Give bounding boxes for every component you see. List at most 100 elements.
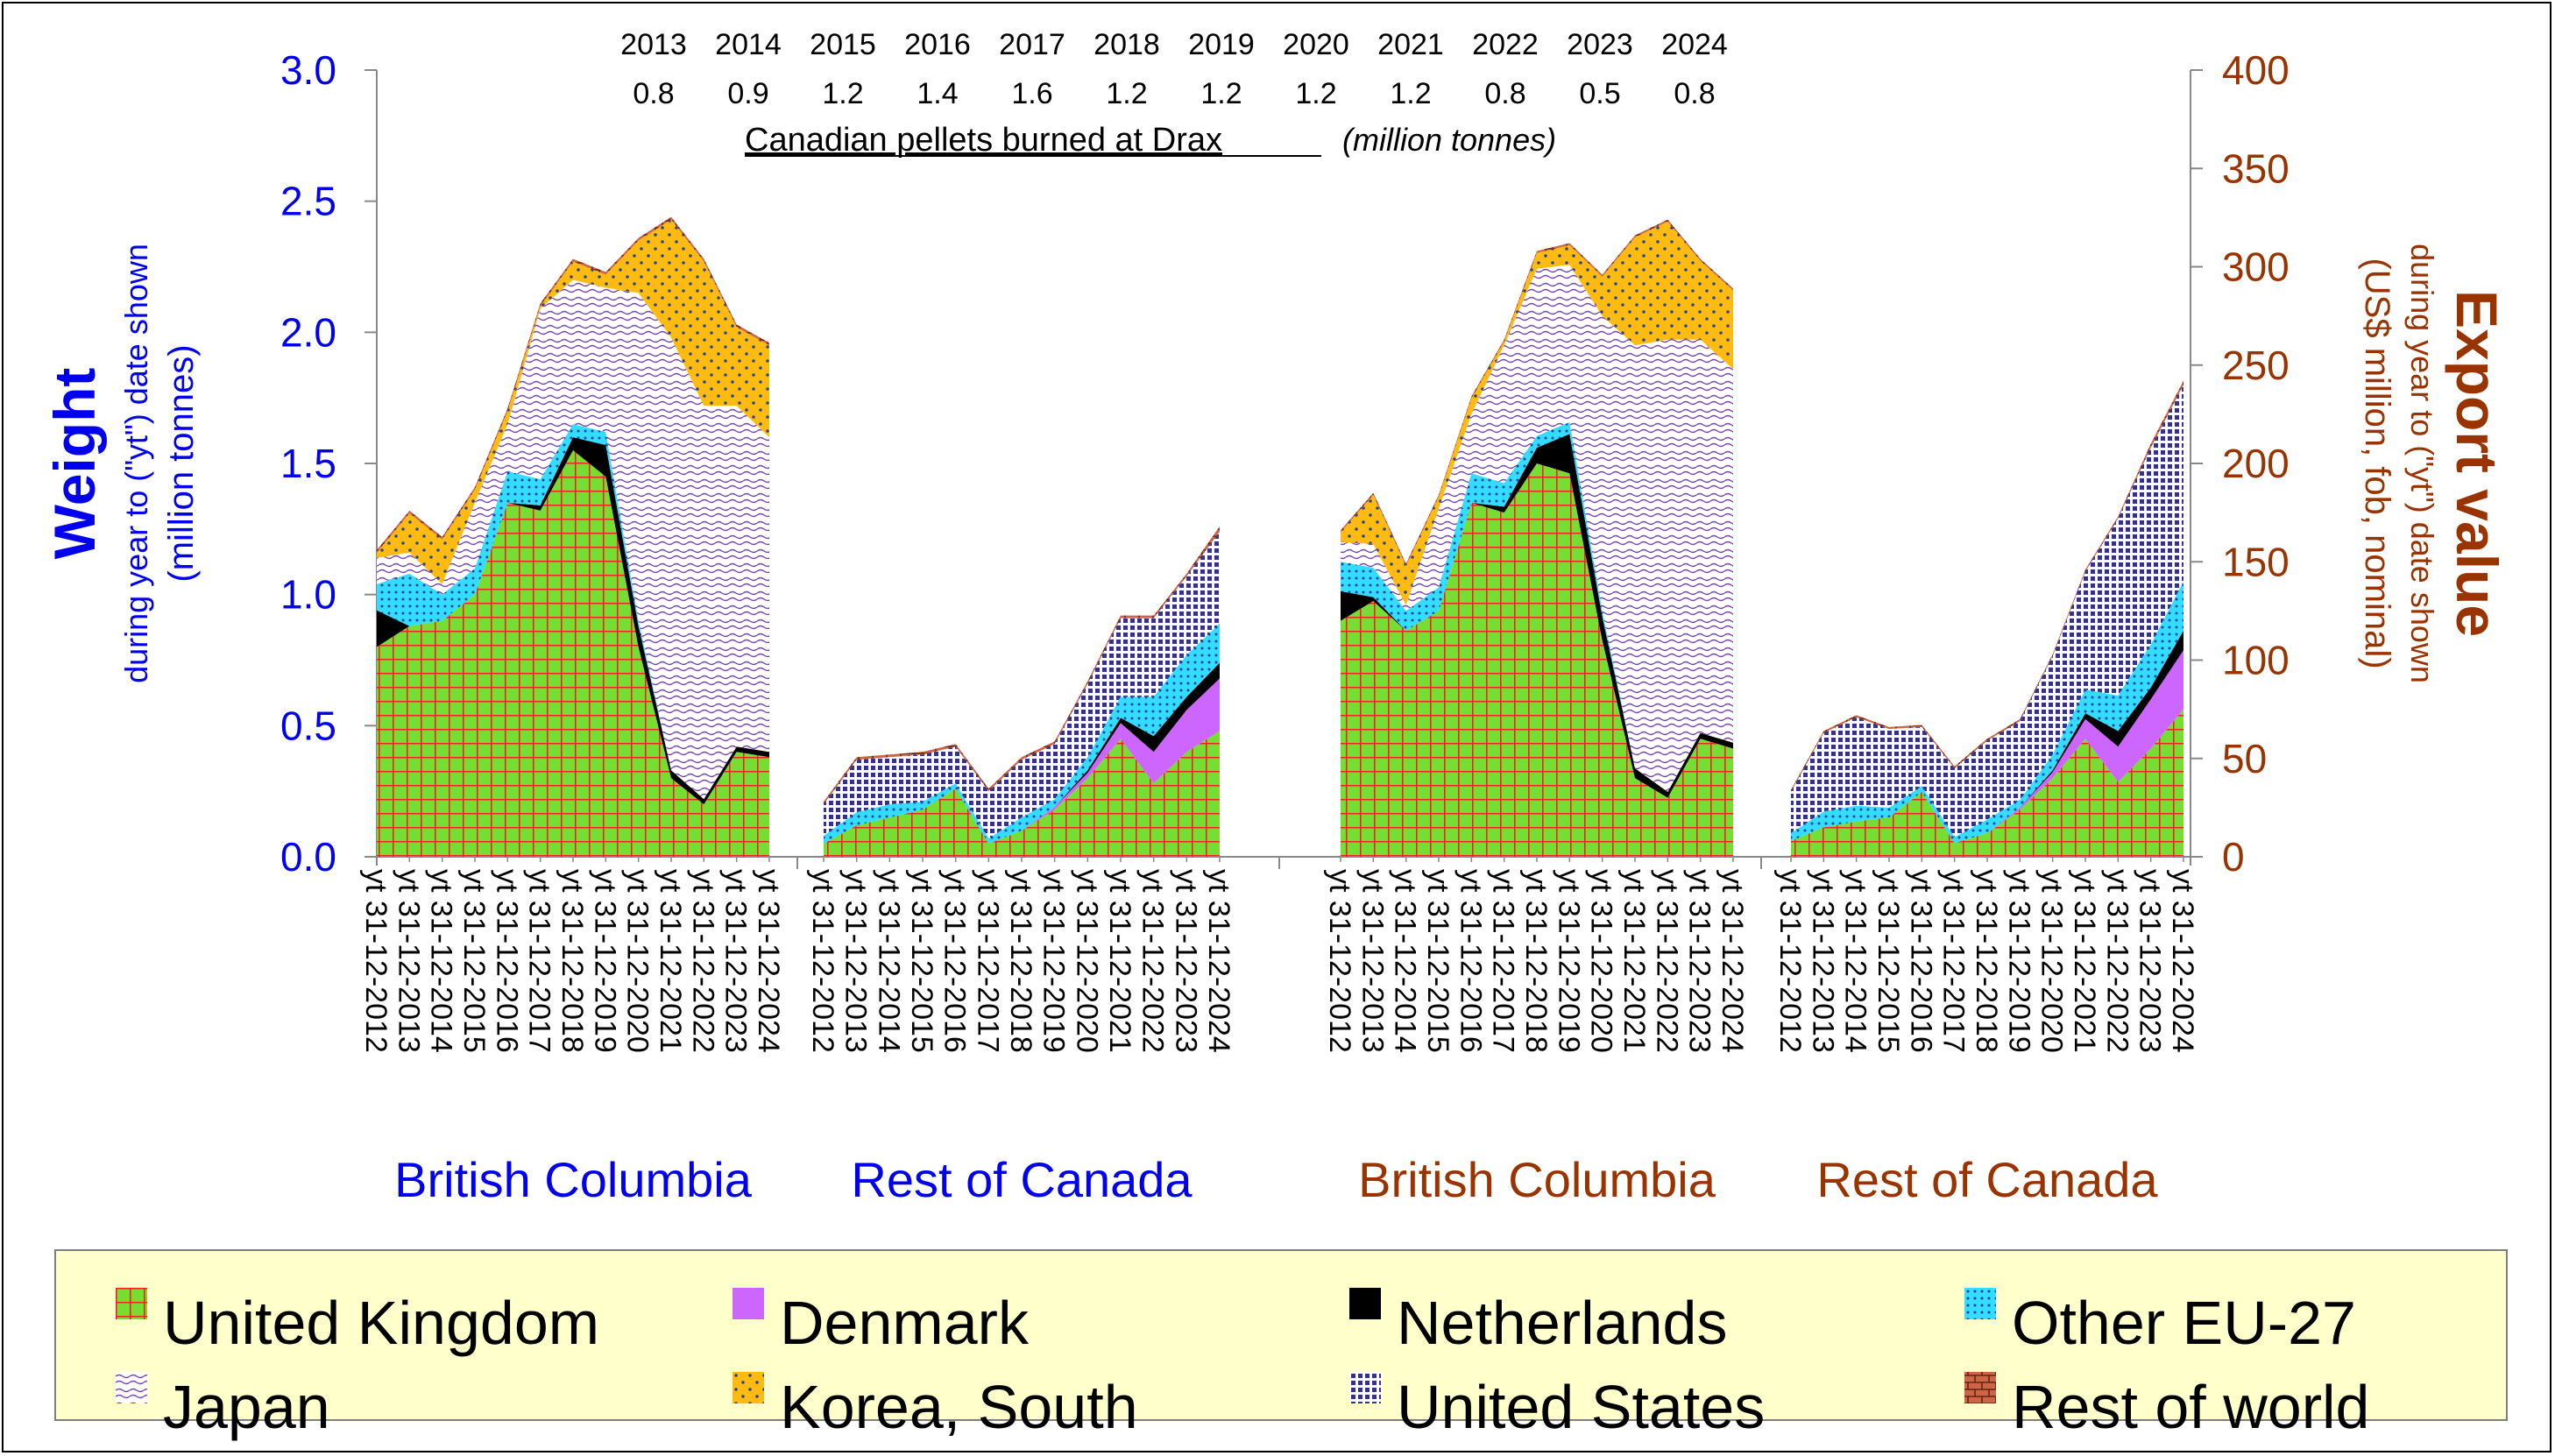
x-tick-label: yt 31-12-2024 bbox=[1716, 869, 1749, 1053]
legend-swatch-pattern bbox=[1349, 1288, 1381, 1319]
right-tick-label: 150 bbox=[2222, 539, 2290, 584]
legend-label: Japan bbox=[163, 1373, 330, 1441]
legend-label: Rest of world bbox=[2012, 1373, 2370, 1441]
legend-swatch bbox=[733, 1372, 764, 1423]
drax-value-label: 1.2 bbox=[1106, 77, 1147, 110]
legend-swatch bbox=[1964, 1372, 1996, 1423]
legend-swatch-pattern bbox=[116, 1288, 147, 1319]
drax-value-label: 1.2 bbox=[1295, 77, 1336, 110]
x-tick-label: yt 31-12-2013 bbox=[839, 869, 873, 1053]
left-tick-label: 1.5 bbox=[280, 441, 336, 486]
area-denmark bbox=[1791, 650, 2183, 844]
x-tick-label: yt 31-12-2021 bbox=[654, 869, 687, 1053]
x-tick-label: yt 31-12-2023 bbox=[2134, 869, 2167, 1053]
left-axis-title-group: Weight during year to ("yt") date shown (m… bbox=[42, 244, 201, 683]
right-tick-label: 350 bbox=[2222, 145, 2290, 191]
x-tick-label: yt 31-12-2022 bbox=[1136, 869, 1170, 1053]
legend-swatch bbox=[1349, 1288, 1381, 1339]
panel-1 bbox=[377, 216, 769, 857]
area-united-kingdom bbox=[377, 450, 769, 857]
drax-year-label: 2024 bbox=[1661, 28, 1728, 61]
legend-swatch-pattern bbox=[733, 1288, 764, 1319]
x-tick-label: yt 31-12-2023 bbox=[719, 869, 753, 1053]
area-korea-south bbox=[1341, 221, 1733, 605]
drax-year-label: 2017 bbox=[999, 28, 1065, 61]
x-tick-label: yt 31-12-2021 bbox=[1103, 869, 1136, 1053]
area-denmark bbox=[824, 678, 1220, 845]
panel-label: Rest of Canada bbox=[1816, 1152, 2158, 1207]
drax-year-label: 2018 bbox=[1093, 28, 1160, 61]
x-tick-label: yt 31-12-2018 bbox=[1519, 869, 1553, 1053]
legend: United Kingdom Denmark Netherlands Other… bbox=[54, 1249, 2508, 1441]
drax-year-label: 2023 bbox=[1567, 28, 1633, 61]
right-tick-label: 300 bbox=[2222, 244, 2290, 290]
legend-swatch-pattern bbox=[733, 1372, 764, 1403]
x-tick-label: yt 31-12-2013 bbox=[1806, 869, 1839, 1053]
left-tick-label: 2.0 bbox=[280, 309, 336, 355]
x-tick-label: yt 31-12-2020 bbox=[1585, 869, 1618, 1053]
drax-value-label: 0.8 bbox=[1484, 77, 1525, 110]
drax-value-label: 1.2 bbox=[1390, 77, 1431, 110]
legend-label: Korea, South bbox=[780, 1373, 1138, 1441]
x-tick-label: yt 31-12-2020 bbox=[621, 869, 655, 1053]
legend-item-netherlands: Netherlands bbox=[1349, 1288, 1727, 1358]
panel-label: British Columbia bbox=[1358, 1152, 1716, 1207]
right-tick-label: 100 bbox=[2222, 638, 2290, 683]
x-tick-label: yt 31-12-2016 bbox=[938, 869, 972, 1053]
drax-year-label: 2013 bbox=[620, 28, 687, 61]
panel-4 bbox=[1791, 380, 2183, 857]
legend-swatch-pattern bbox=[1964, 1288, 1996, 1319]
drax-value-label: 0.5 bbox=[1579, 77, 1620, 110]
x-tick-label: yt 31-12-2018 bbox=[1970, 869, 2003, 1053]
drax-value-label: 0.8 bbox=[1674, 77, 1715, 110]
chart-title: Canadian pellets burned at Drax bbox=[745, 122, 1222, 159]
area-korea-south bbox=[377, 219, 769, 584]
right-tick-label: 50 bbox=[2222, 736, 2267, 781]
legend-label: Denmark bbox=[780, 1289, 1029, 1357]
drax-value-label: 1.2 bbox=[1200, 77, 1242, 110]
x-tick-label: yt 31-12-2014 bbox=[425, 869, 458, 1053]
drax-year-label: 2022 bbox=[1472, 28, 1539, 61]
x-tick-label: yt 31-12-2020 bbox=[1070, 869, 1103, 1053]
left-tick-label: 0.0 bbox=[280, 834, 336, 880]
x-tick-label: yt 31-12-2019 bbox=[1037, 869, 1071, 1053]
x-tick-label: yt 31-12-2013 bbox=[1355, 869, 1389, 1053]
x-tick-label: yt 31-12-2017 bbox=[971, 869, 1004, 1053]
x-tick-label: yt 31-12-2023 bbox=[1169, 869, 1202, 1053]
drax-year-label: 2014 bbox=[715, 28, 782, 61]
legend-swatch-pattern bbox=[1349, 1372, 1381, 1403]
area-other-eu-27 bbox=[1341, 421, 1733, 792]
area-japan bbox=[377, 279, 769, 800]
x-tick-label: yt 31-12-2024 bbox=[2166, 869, 2199, 1053]
x-tick-label: yt 31-12-2016 bbox=[1904, 869, 1937, 1053]
left-tick-label: 2.5 bbox=[280, 179, 336, 224]
x-tick-label: yt 31-12-2013 bbox=[392, 869, 425, 1053]
drax-value-label: 1.4 bbox=[917, 77, 958, 110]
legend-item-united-kingdom: United Kingdom bbox=[116, 1288, 599, 1358]
x-tick-label: yt 31-12-2016 bbox=[490, 869, 523, 1053]
area-japan bbox=[1341, 265, 1733, 792]
x-tick-label: yt 31-12-2017 bbox=[523, 869, 556, 1053]
legend-item-korea-south: Korea, South bbox=[733, 1372, 1138, 1442]
legend-swatch bbox=[733, 1288, 764, 1339]
right-tick-label: 0 bbox=[2222, 834, 2245, 880]
area-united-states bbox=[1791, 385, 2183, 838]
area-united-kingdom bbox=[1791, 709, 2183, 857]
legend-item-rest-of-world: Rest of world bbox=[1964, 1372, 2369, 1442]
drax-year-label: 2016 bbox=[904, 28, 971, 61]
left-tick-label: 1.0 bbox=[280, 572, 336, 618]
legend-swatch-pattern bbox=[1964, 1372, 1996, 1403]
area-united-states bbox=[824, 531, 1220, 839]
x-tick-label: yt 31-12-2016 bbox=[1454, 869, 1487, 1053]
x-tick-label: yt 31-12-2015 bbox=[457, 869, 491, 1053]
left-axis-subtitle: during year to ("yt") date shown bbox=[118, 244, 154, 683]
area-united-kingdom bbox=[1341, 463, 1733, 857]
chart-title-unit: (million tonnes) bbox=[1342, 122, 1556, 158]
right-axis-title: Export value bbox=[2445, 290, 2509, 637]
x-tick-label: yt 31-12-2017 bbox=[1487, 869, 1520, 1053]
legend-item-japan: Japan bbox=[116, 1372, 330, 1442]
x-tick-label: yt 31-12-2017 bbox=[1937, 869, 1971, 1053]
x-tick-label: yt 31-12-2014 bbox=[1389, 869, 1422, 1053]
legend-item-denmark: Denmark bbox=[733, 1288, 1029, 1358]
